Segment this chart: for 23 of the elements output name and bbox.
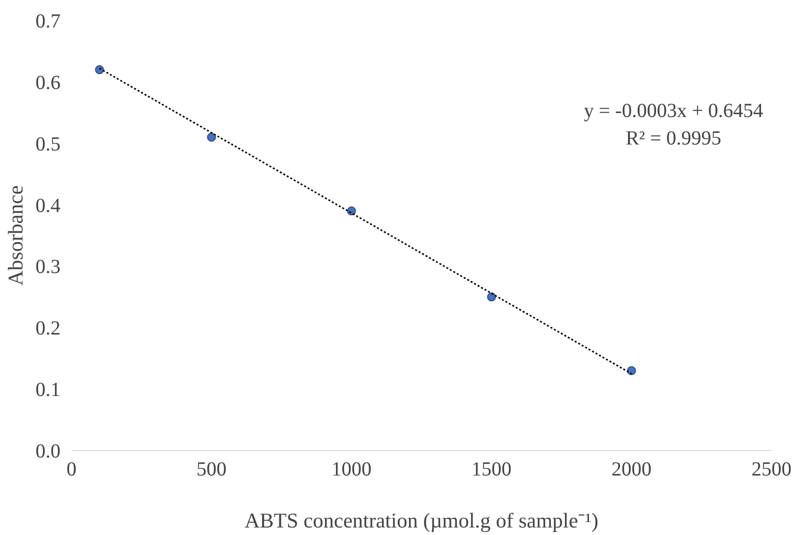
y-tick-label: 0.6 <box>36 72 60 94</box>
point <box>207 132 216 142</box>
x-tick-label: 500 <box>196 458 226 480</box>
y-tick-label: 0.0 <box>36 440 60 462</box>
point <box>487 292 496 302</box>
x-tick-label: 2000 <box>612 458 652 480</box>
x-axis-title: ABTS concentration (µmol.g of sample⁻¹) <box>244 508 598 532</box>
point <box>95 65 104 74</box>
x-tick-label: 1000 <box>332 458 372 480</box>
x-tick-label: 1500 <box>472 458 512 480</box>
y-tick-label: 0.1 <box>36 379 60 402</box>
y-tick-label: 0.4 <box>36 194 60 217</box>
annotation: y = -0.0003x + 0.6454 <box>584 100 764 122</box>
y-tick-label: 0.3 <box>36 256 60 278</box>
y-tick-label: 0.7 <box>36 10 60 32</box>
y-axis-title: Absorbance <box>4 185 28 286</box>
y-tick-label: 0.5 <box>36 133 60 156</box>
annotation: R² = 0.9995 <box>626 128 722 150</box>
point <box>627 366 636 376</box>
x-tick-label: 2500 <box>752 458 792 480</box>
point <box>347 206 356 216</box>
y-tick-label: 0.2 <box>36 318 60 340</box>
x-tick-label: 0 <box>66 458 76 480</box>
